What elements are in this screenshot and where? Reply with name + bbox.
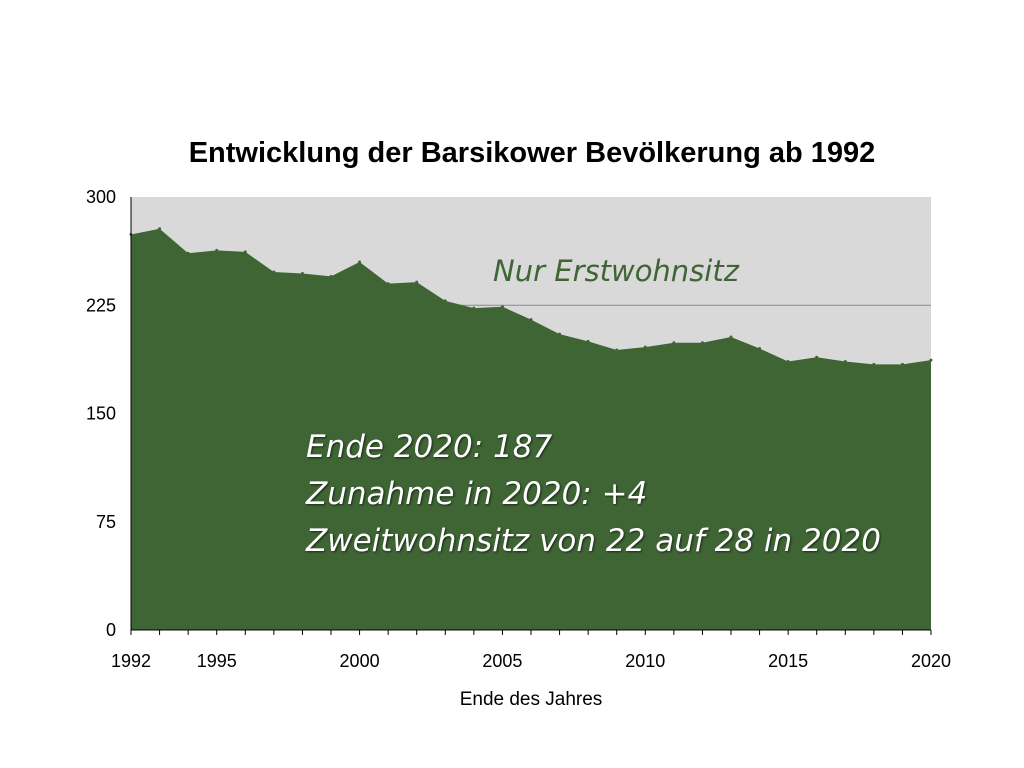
data-point-1994 xyxy=(186,251,190,255)
data-point-2010 xyxy=(643,345,647,349)
data-point-1999 xyxy=(329,274,333,278)
x-axis-label: Ende des Jahres xyxy=(460,689,603,710)
data-point-2011 xyxy=(672,341,676,345)
data-point-2012 xyxy=(700,341,704,345)
x-tick-label: 2010 xyxy=(625,651,665,671)
annotation-line-end: Ende 2020: 187 xyxy=(306,429,552,465)
data-point-2002 xyxy=(415,280,419,284)
y-tick-label: 0 xyxy=(106,620,116,640)
data-point-2017 xyxy=(843,360,847,364)
data-point-2015 xyxy=(786,360,790,364)
y-tick-label: 150 xyxy=(86,404,116,424)
series-label-erstwohnsitz: Nur Erstwohnsitz xyxy=(493,254,740,288)
data-point-2000 xyxy=(358,260,362,264)
data-point-2009 xyxy=(615,348,619,352)
x-tick-label: 2000 xyxy=(340,651,380,671)
data-point-2008 xyxy=(586,339,590,343)
x-tick-label: 2015 xyxy=(768,651,808,671)
data-point-1998 xyxy=(300,271,304,275)
data-point-2003 xyxy=(443,299,447,303)
y-tick-label: 75 xyxy=(96,512,116,532)
x-tick-label: 2005 xyxy=(482,651,522,671)
data-point-2014 xyxy=(758,347,762,351)
data-point-2001 xyxy=(386,282,390,286)
data-point-2019 xyxy=(900,362,904,366)
data-point-1993 xyxy=(158,227,162,231)
x-tick-label: 2020 xyxy=(911,651,951,671)
data-point-2005 xyxy=(500,305,504,309)
data-point-2007 xyxy=(558,332,562,336)
data-point-2006 xyxy=(529,318,533,322)
annotation-line-second-residence: Zweitwohnsitz von 22 auf 28 in 2020 xyxy=(305,523,881,559)
data-point-2016 xyxy=(815,355,819,359)
data-point-2004 xyxy=(472,306,476,310)
annotation-box: Ende 2020: 187 Zunahme in 2020: +4 Zweit… xyxy=(305,429,881,559)
data-point-2020 xyxy=(929,358,933,362)
x-tick-label: 1992 xyxy=(111,651,151,671)
data-point-1996 xyxy=(243,250,247,254)
data-point-2013 xyxy=(729,335,733,339)
data-point-1995 xyxy=(215,248,219,252)
y-tick-label: 300 xyxy=(86,187,116,207)
annotation-line-increase: Zunahme in 2020: +4 xyxy=(305,476,647,512)
y-tick-label: 225 xyxy=(86,295,116,315)
series-area-erstwohnsitz xyxy=(131,228,931,630)
data-point-2018 xyxy=(872,362,876,366)
chart-title: Entwicklung der Barsikower Bevölkerung a… xyxy=(189,137,876,169)
data-point-1997 xyxy=(272,270,276,274)
x-tick-label: 1995 xyxy=(197,651,237,671)
